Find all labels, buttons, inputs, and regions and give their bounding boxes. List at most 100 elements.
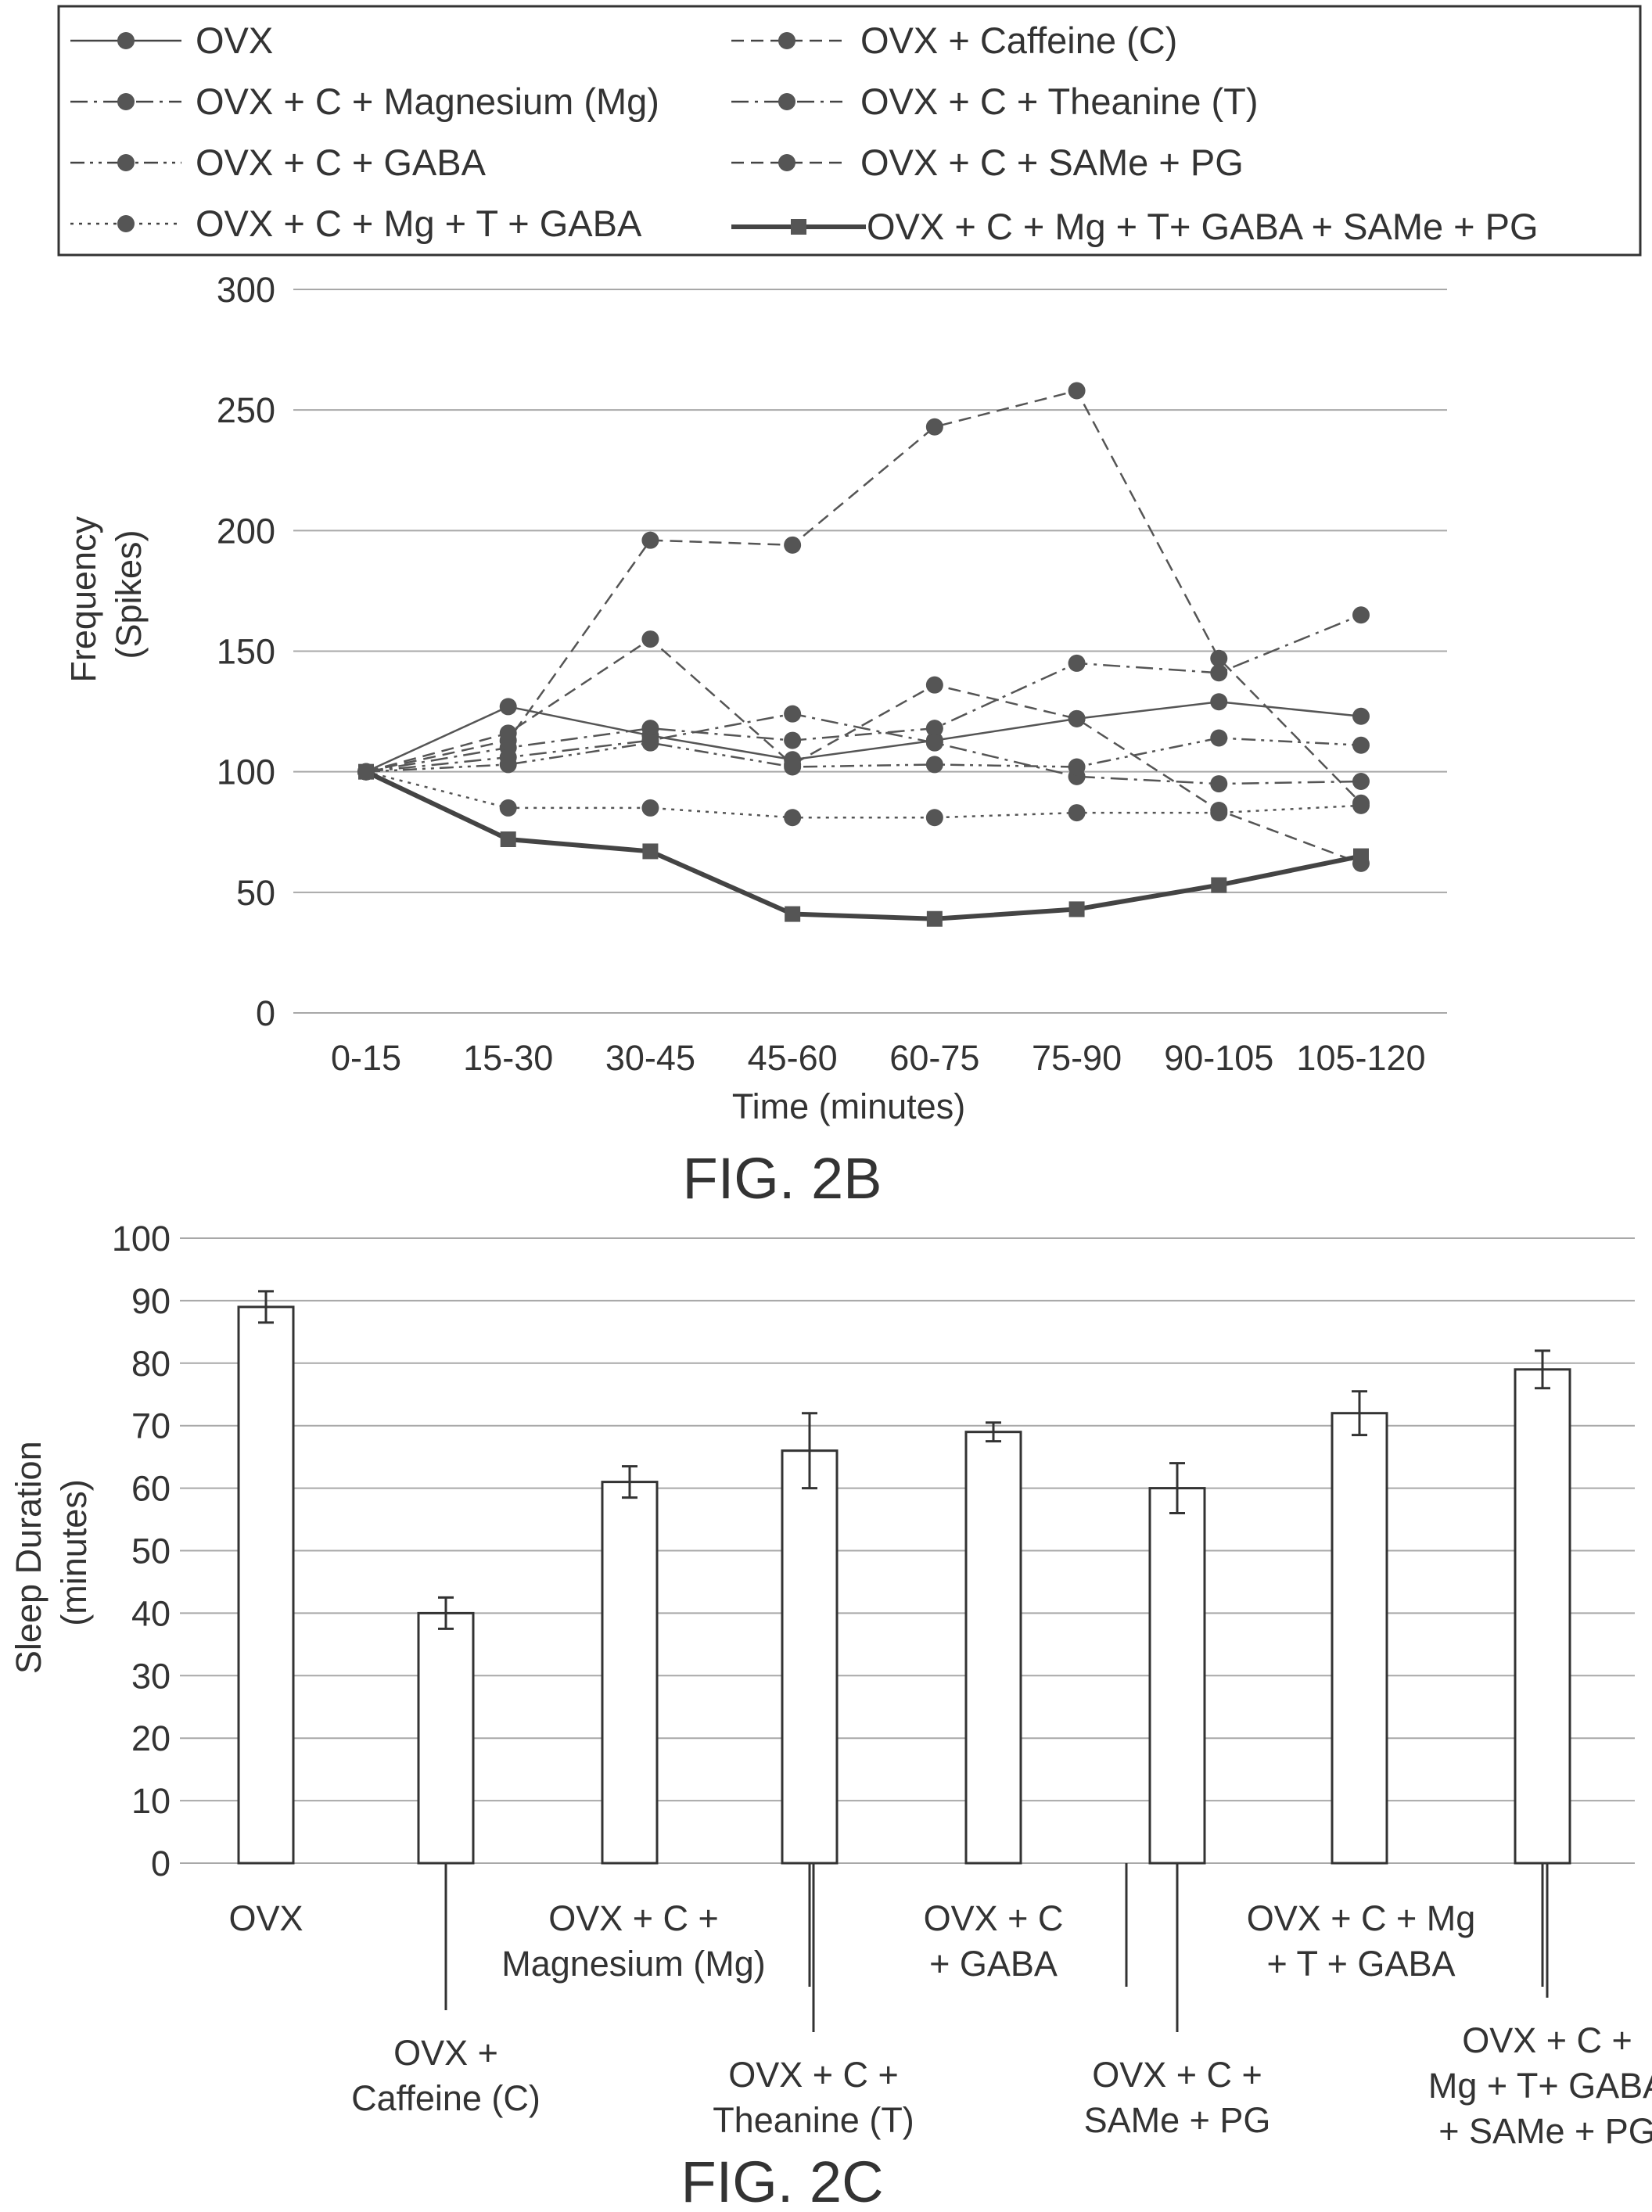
legend-label: OVX	[196, 20, 273, 61]
category-label-line: OVX + C	[924, 1898, 1064, 1938]
line-point-ovx-c-mg-t-gaba-105-120	[1352, 796, 1370, 814]
line-point-ovx-c-theanine-t-45-60	[784, 705, 802, 723]
line-point-ovx-c-mg-t-gaba-same-pg-30-45	[642, 843, 659, 860]
bar-chart-y-tick-100: 100	[112, 1219, 171, 1259]
bar-ovx-c-mg-t-gaba-same-pg	[1514, 1368, 1571, 1865]
bar-chart-gridlines	[180, 1237, 1635, 1864]
category-label-line: OVX + C +	[1092, 2055, 1262, 2095]
line-point-ovx-c-same-pg-45-60	[784, 756, 802, 774]
line-point-ovx-c-mg-t-gaba-30-45	[641, 799, 659, 817]
bar-ovx-c-same-pg	[1148, 1487, 1206, 1865]
error-bar-ovx-c-mg-t-gaba	[1352, 1390, 1367, 1437]
legend-label: OVX + C + SAMe + PG	[860, 142, 1244, 183]
bar-chart-y-axis-label-line-2: (minutes)	[54, 1479, 94, 1626]
error-bar-ovx-c-theanine-t	[802, 1412, 817, 1490]
bar-chart-bars	[237, 1290, 1571, 1865]
legend-label: OVX + Caffeine (C)	[860, 20, 1177, 61]
line-point-ovx-c-magnesium-mg-90-105	[1210, 664, 1228, 682]
line-point-ovx-caffeine-c-75-90	[1068, 382, 1086, 400]
line-point-ovx-c-mg-t-gaba-same-pg-105-120	[1353, 848, 1369, 864]
bar-chart-y-tick-50: 50	[131, 1532, 171, 1571]
line-chart-y-tick-250: 250	[217, 390, 275, 430]
line-chart-x-tick-0-15: 0-15	[331, 1038, 401, 1078]
line-point-ovx-c-mg-t-gaba-75-90	[1068, 804, 1086, 822]
line-point-ovx-c-magnesium-mg-45-60	[784, 731, 802, 749]
line-chart-y-tick-300: 300	[217, 270, 275, 310]
line-point-ovx-c-magnesium-mg-75-90	[1068, 654, 1086, 672]
bar-chart-y-tick-90: 90	[131, 1281, 171, 1321]
line-point-ovx-c-mg-t-gaba-same-pg-15-30	[500, 831, 516, 847]
legend-swatch-marker	[778, 154, 795, 171]
bar-chart-category-labels: OVX OVX + Caffeine (C) OVX + C + Magnesium (…	[228, 1863, 1652, 2151]
category-label-line: Theanine (T)	[713, 2100, 914, 2140]
legend-swatch-marker	[117, 32, 135, 49]
line-point-ovx-c-theanine-t-60-75	[925, 734, 943, 752]
line-point-ovx-c-mg-t-gaba-same-pg-90-105	[1211, 877, 1227, 893]
category-label-line: + GABA	[929, 1944, 1058, 1984]
legend-item-ovx-c-same-pg: OVX + C + SAMe + PG	[731, 142, 1244, 183]
legend-label: OVX + C + Magnesium (Mg)	[196, 81, 659, 122]
line-point-ovx-c-mg-t-gaba-15-30	[499, 799, 517, 817]
category-label-line: OVX	[228, 1898, 303, 1938]
category-label-ovx-c-magnesium-mg: OVX + C + Magnesium (Mg)	[501, 1898, 766, 1984]
figure-label-2c: FIG. 2C	[681, 2149, 883, 2212]
category-label-line: OVX + C + Mg	[1247, 1898, 1476, 1938]
legend-swatch-marker	[117, 215, 135, 232]
legend-item-ovx-c-theanine-t: OVX + C + Theanine (T)	[731, 81, 1259, 122]
legend: OVX OVX + Caffeine (C) OVX + C + Magnesium…	[70, 20, 1539, 247]
legend-swatch-marker	[117, 93, 135, 110]
line-point-ovx-c-gaba-75-90	[1068, 758, 1086, 776]
bar-ovx-c-theanine-t	[781, 1449, 839, 1865]
line-point-ovx-c-same-pg-60-75	[925, 676, 943, 694]
category-label-ovx-c-same-pg: OVX + C + SAMe + PG	[1084, 1863, 1270, 2140]
line-chart-y-ticks: 0 50 100 150 200 250 300	[217, 270, 275, 1033]
line-series-ovx-c-theanine-t	[357, 705, 1370, 793]
legend-label: OVX + C + Mg + T+ GABA + SAMe + PG	[867, 206, 1539, 247]
legend-swatch-marker	[778, 32, 795, 49]
line-point-ovx-c-gaba-60-75	[925, 756, 943, 774]
line-chart-y-tick-0: 0	[256, 993, 275, 1033]
category-label-ovx-c-mg-t-gaba: OVX + C + Mg + T + GABA	[1247, 1898, 1476, 1984]
bar-chart: 0 10 20 30 40 50 60 70 80 90 100 OVX OVX + Caffeine …	[9, 1219, 1652, 2212]
category-label-line: OVX +	[393, 2033, 498, 2073]
error-bar-ovx-c-magnesium-mg	[622, 1465, 637, 1499]
legend-box	[57, 5, 1642, 257]
category-label-line: + T + GABA	[1267, 1944, 1456, 1984]
line-point-ovx-c-mg-t-gaba-same-pg-60-75	[926, 910, 943, 927]
category-label-line: Magnesium (Mg)	[501, 1944, 766, 1984]
bar-chart-y-tick-10: 10	[131, 1781, 171, 1821]
category-label-ovx: OVX	[228, 1898, 303, 1938]
line-point-ovx-105-120	[1352, 707, 1370, 725]
line-chart-x-tick-30-45: 30-45	[605, 1038, 695, 1078]
figure-label-2b: FIG. 2B	[683, 1146, 882, 1211]
category-label-line: Mg + T+ GABA	[1428, 2066, 1652, 2106]
error-bar-ovx-c-same-pg	[1169, 1462, 1185, 1515]
line-chart-x-ticks: 0-15 15-30 30-45 45-60 60-75 75-90 90-105 105-1…	[331, 1038, 1426, 1078]
bar-chart-y-tick-20: 20	[131, 1718, 171, 1758]
legend-item-ovx-c-gaba: OVX + C + GABA	[70, 142, 487, 183]
category-label-ovx-c-mg-t-gaba-same-pg: OVX + C + Mg + T+ GABA + SAMe + PG	[1428, 1863, 1652, 2151]
legend-item-ovx-c-magnesium-mg: OVX + C + Magnesium (Mg)	[70, 81, 659, 122]
bar-ovx-c-mg-t-gaba	[1331, 1412, 1388, 1865]
line-point-ovx-c-mg-t-gaba-same-pg-75-90	[1068, 901, 1085, 917]
legend-swatch-marker	[117, 154, 135, 171]
line-chart-y-tick-50: 50	[236, 873, 275, 913]
category-label-line: + SAMe + PG	[1438, 2111, 1652, 2151]
error-bar-ovx-c-gaba	[986, 1421, 1001, 1443]
line-chart-x-tick-45-60: 45-60	[748, 1038, 838, 1078]
line-chart-y-tick-150: 150	[217, 632, 275, 672]
line-point-ovx-caffeine-c-90-105	[1210, 649, 1228, 667]
line-series-path-ovx-c-mg-t-gaba-same-pg	[365, 769, 1362, 921]
line-series-path-ovx-c-same-pg	[365, 637, 1362, 865]
category-label-ovx-caffeine-c: OVX + Caffeine (C)	[351, 1863, 540, 2118]
category-label-line: OVX + C +	[1462, 2020, 1632, 2060]
line-chart-gridlines	[293, 289, 1447, 1014]
line-series-ovx-c-mg-t-gaba-same-pg	[358, 763, 1369, 927]
bar-ovx-c-magnesium-mg	[601, 1481, 659, 1865]
line-point-ovx-c-magnesium-mg-30-45	[641, 720, 659, 738]
bar-chart-y-tick-0: 0	[151, 1844, 171, 1883]
line-point-ovx-c-same-pg-15-30	[499, 724, 517, 742]
line-series-path-ovx	[365, 700, 1362, 773]
bar-chart-y-tick-40: 40	[131, 1593, 171, 1633]
line-point-ovx-c-mg-t-gaba-same-pg-0-15	[358, 763, 374, 780]
